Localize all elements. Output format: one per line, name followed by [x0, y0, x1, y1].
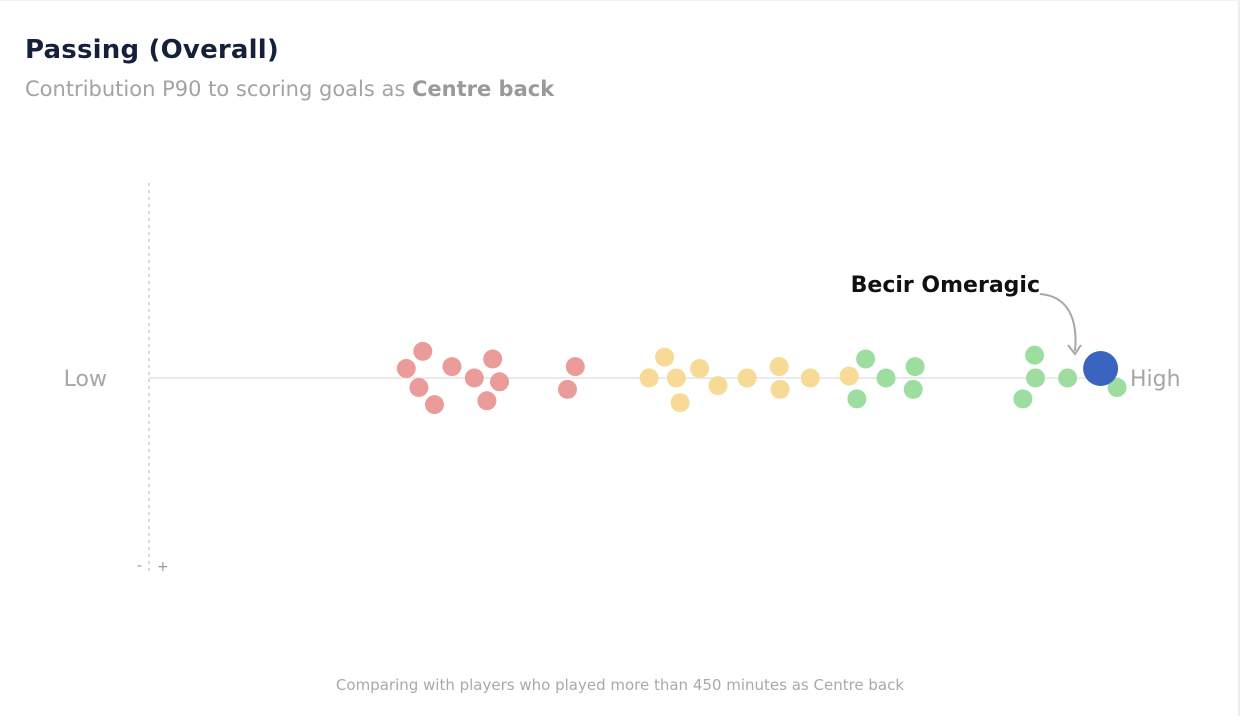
- player-point-mid-3[interactable]: [666, 368, 686, 388]
- x-axis-low-label: Low: [64, 367, 107, 392]
- player-point-mid-11[interactable]: [839, 366, 859, 386]
- player-point-low-5[interactable]: [442, 357, 462, 377]
- player-point-low-2[interactable]: [413, 341, 433, 361]
- subtitle-prefix: Contribution P90 to scoring goals as: [25, 77, 412, 101]
- highlight-arrowhead: [1067, 344, 1082, 356]
- player-point-mid-1[interactable]: [639, 368, 659, 388]
- player-point-low-3[interactable]: [409, 378, 429, 397]
- player-point-high-5[interactable]: [903, 379, 923, 399]
- player-point-mid-2[interactable]: [655, 347, 675, 367]
- chart-subtitle: Contribution P90 to scoring goals as Cen…: [25, 77, 554, 101]
- player-point-mid-4[interactable]: [670, 393, 690, 413]
- player-point-high-2[interactable]: [847, 389, 867, 409]
- player-point-mid-7[interactable]: [737, 368, 757, 388]
- player-point-low-11[interactable]: [558, 379, 577, 399]
- y-axis-minus-label: -: [137, 558, 142, 574]
- player-point-high-8[interactable]: [1013, 389, 1033, 409]
- player-point-mid-5[interactable]: [690, 359, 710, 378]
- comparison-footnote: Comparing with players who played more t…: [335, 676, 905, 694]
- data-points-group: [396, 341, 1127, 415]
- player-point-mid-10[interactable]: [800, 368, 820, 388]
- highlighted-player-point[interactable]: [1083, 351, 1119, 386]
- player-point-high-9[interactable]: [1058, 368, 1078, 388]
- highlight-player-label: Becir Omeragic: [851, 273, 1040, 298]
- player-point-high-6[interactable]: [1025, 345, 1045, 365]
- player-point-mid-9[interactable]: [770, 379, 790, 399]
- player-point-high-7[interactable]: [1026, 368, 1045, 388]
- player-point-low-1[interactable]: [396, 359, 416, 378]
- player-point-low-10[interactable]: [565, 357, 585, 377]
- y-axis-plus-label: +: [157, 559, 169, 575]
- player-point-mid-6[interactable]: [708, 376, 728, 396]
- player-point-mid-8[interactable]: [769, 357, 789, 377]
- player-point-low-6[interactable]: [464, 368, 484, 388]
- player-point-low-7[interactable]: [483, 349, 503, 369]
- subtitle-position: Centre back: [411, 77, 555, 101]
- player-point-low-8[interactable]: [477, 391, 497, 411]
- player-point-high-3[interactable]: [876, 368, 896, 388]
- bee-swarm-plot: - + Low High Becir Omeragic: [64, 183, 1181, 575]
- player-point-high-1[interactable]: [856, 349, 876, 369]
- player-point-low-4[interactable]: [425, 395, 444, 415]
- chart-title: Passing (Overall): [25, 35, 279, 65]
- highlight-arrow: [1039, 293, 1077, 352]
- x-axis-high-label: High: [1130, 367, 1181, 392]
- player-point-high-4[interactable]: [905, 357, 925, 377]
- player-point-high-10[interactable]: [1107, 378, 1127, 397]
- player-point-low-9[interactable]: [490, 372, 509, 392]
